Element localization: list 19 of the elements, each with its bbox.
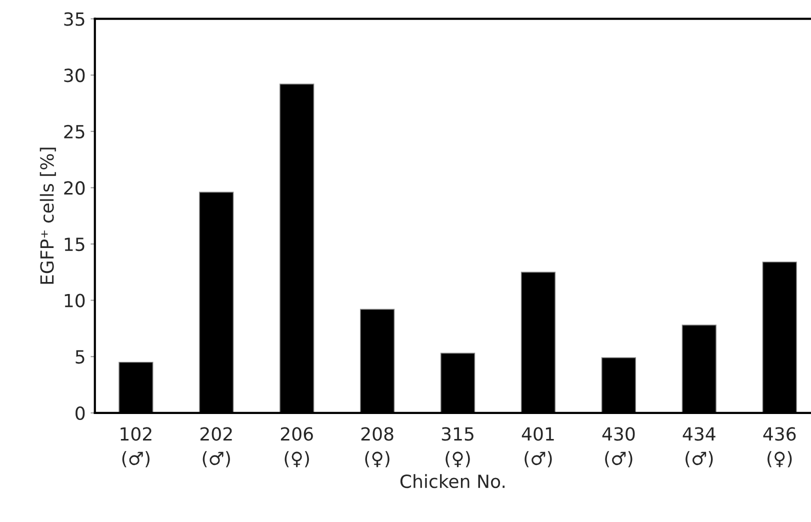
x-tick-label: 436 (♀) <box>763 427 796 468</box>
y-axis-title: EGFP⁺ cells [%] <box>40 148 56 284</box>
y-tick-label: 30 <box>64 68 85 82</box>
x-tick-label: 102 (♂) <box>120 427 152 468</box>
y-tick-label: 35 <box>64 12 84 26</box>
x-tick-label: 401 (♂) <box>522 427 554 468</box>
y-tick-label: 10 <box>64 294 85 308</box>
y-tick-label: 0 <box>76 406 85 420</box>
y-tick-label: 25 <box>64 124 84 139</box>
x-tick-label: 202 (♂) <box>200 427 232 468</box>
x-tick-label: 206 (♀) <box>280 427 313 468</box>
y-tick-label: 15 <box>64 238 84 252</box>
x-tick-label: 430 (♂) <box>602 427 635 468</box>
y-tick-label: 5 <box>76 350 84 364</box>
x-tick-label: 315 (♀) <box>442 427 474 468</box>
x-tick-label: 434 (♂) <box>682 427 716 468</box>
y-tick-label: 20 <box>64 181 85 195</box>
x-axis-title: Chicken No. <box>400 474 505 488</box>
x-tick-label: 208 (♀) <box>361 427 394 468</box>
